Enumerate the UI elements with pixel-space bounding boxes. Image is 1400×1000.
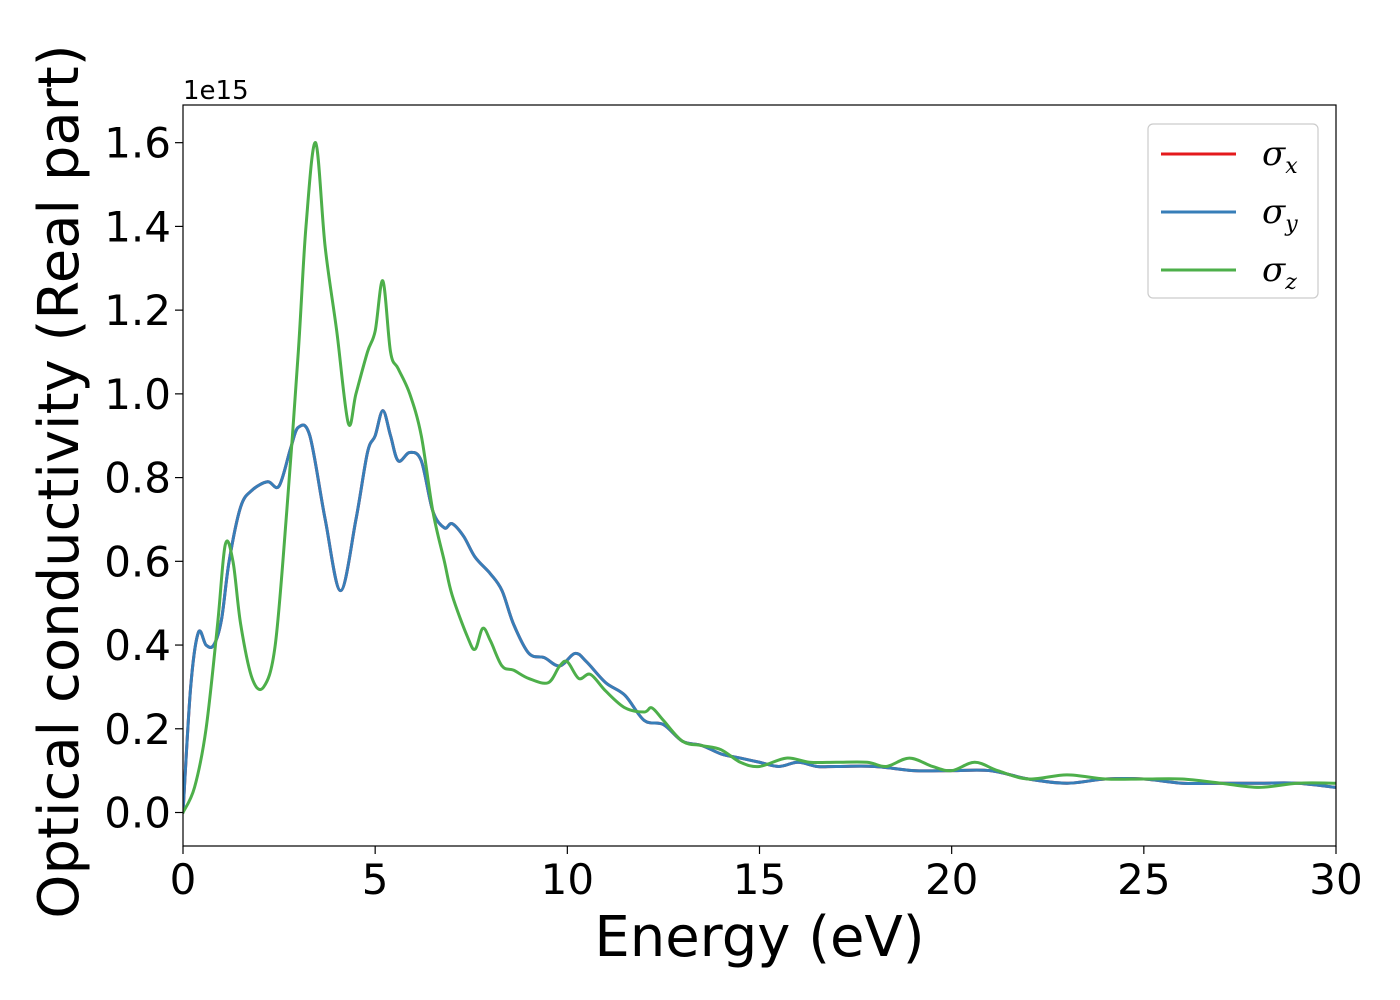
series-line-y — [183, 409, 1336, 815]
legend: σx σy σz — [1147, 123, 1319, 299]
axes-frame — [182, 104, 1337, 847]
y-axis: 0.0 0.2 0.4 0.6 0.8 1.0 1.2 1.4 1.6 — [104, 119, 183, 838]
y-tick-label: 0.2 — [104, 705, 171, 754]
x-axis: 0 5 10 15 20 25 30 — [170, 846, 1363, 904]
y-axis-title: Optical conductivity (Real part) — [27, 44, 92, 918]
legend-label-y: σy — [1262, 192, 1298, 237]
y-tick-label: 1.4 — [104, 202, 171, 251]
x-tick-label: 15 — [733, 855, 786, 904]
y-tick-label: 1.0 — [104, 370, 171, 419]
plot-area — [183, 141, 1336, 815]
legend-label-z: σz — [1262, 250, 1297, 295]
y-tick-label: 0.4 — [104, 621, 171, 670]
legend-label-x: σx — [1262, 134, 1298, 179]
x-tick-label: 20 — [925, 855, 978, 904]
y-offset-label: 1e15 — [183, 76, 249, 106]
x-axis-title: Energy (eV) — [594, 905, 924, 970]
y-tick-label: 1.2 — [104, 286, 171, 335]
y-tick-label: 1.6 — [104, 119, 171, 168]
y-tick-label: 0.0 — [104, 789, 171, 838]
x-tick-label: 30 — [1309, 855, 1362, 904]
series-line-x — [183, 409, 1336, 815]
x-tick-label: 10 — [541, 855, 594, 904]
series-line-z — [183, 141, 1336, 815]
x-tick-label: 25 — [1117, 855, 1170, 904]
x-tick-label: 0 — [170, 855, 197, 904]
x-tick-label: 5 — [362, 855, 389, 904]
y-tick-label: 0.8 — [104, 454, 171, 503]
y-tick-label: 0.6 — [104, 537, 171, 586]
